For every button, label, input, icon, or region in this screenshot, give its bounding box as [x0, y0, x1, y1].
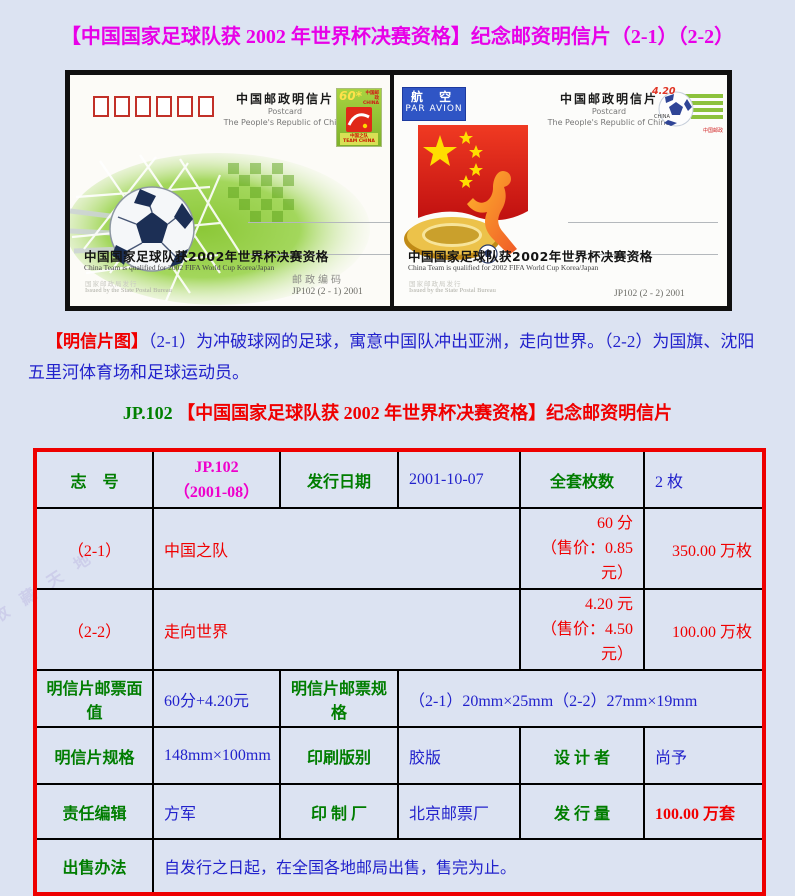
section-title: JP.102 【中国国家足球队获 2002 年世界杯决赛资格】纪念邮资明信片	[0, 399, 795, 425]
issuer-cn: 国家邮政局发行	[409, 280, 462, 288]
cell-item-quantity: 100.00 万枚	[643, 588, 765, 671]
postcard-image: 中国邮政明信片 Postcard The People's Republic o…	[65, 70, 732, 311]
section-title-text: 【中国国家足球队获 2002 年世界杯决赛资格】纪念邮资明信片	[177, 403, 673, 423]
team-logo-icon	[346, 107, 372, 132]
postcard-serial: JP102 (2 - 1) 2001	[292, 287, 363, 297]
postcard-subheader: The People's Republic of China	[223, 118, 347, 127]
postal-code-box	[198, 96, 214, 117]
stamp-team-label: 中国之队 TEAM CHINA	[340, 133, 378, 145]
postcard-2-1: 中国邮政明信片 Postcard The People's Republic o…	[70, 75, 390, 306]
stamp-country: CHINA	[654, 114, 670, 120]
cell-face-value: 60分+4.20元	[152, 669, 281, 728]
cell-editor: 方军	[152, 783, 281, 840]
cell-issue-date: 2001-10-07	[397, 449, 521, 509]
cell-stamp-size-label: 明信片邮票规格	[279, 669, 399, 728]
stamp-60fen-icon: 60* 中国邮政 CHINA 中国之队 TEAM CHINA	[336, 88, 382, 147]
address-line	[248, 254, 390, 255]
table-row: （2-2） 走向世界 4.20 元 （售价：4.50 元） 100.00 万枚	[34, 588, 765, 671]
table-row: 出售办法 自发行之日起，在全国各地邮局出售，售完为止。	[34, 838, 765, 895]
cell-set-count: 2 枚	[643, 449, 765, 509]
issuer-en: Issued by the State Postal Bureau	[85, 287, 172, 294]
cell-face-value-label: 明信片邮票面值	[34, 669, 154, 728]
stamp-brand: 中国邮政 CHINA	[363, 91, 379, 106]
cell-stamp-size: （2-1）20mm×25mm（2-2）27mm×19mm	[397, 669, 765, 728]
cell-sale-method-label: 出售办法	[34, 838, 154, 895]
cell-issue-number: JP.102 （2001-08）	[152, 449, 281, 509]
cell-item-no: （2-2）	[34, 588, 154, 671]
postcode-label: 邮政编码	[292, 275, 344, 286]
table-row: 志 号 JP.102 （2001-08） 发行日期 2001-10-07 全套枚…	[34, 449, 765, 509]
cell-printer: 北京邮票厂	[397, 783, 521, 840]
cell-item-name: 中国之队	[152, 507, 521, 590]
address-line	[568, 222, 718, 223]
postcard-header: 中国邮政明信片	[235, 92, 334, 106]
postcard-title-en: China Team is qualified for 2002 FIFA Wo…	[84, 263, 275, 272]
description-paragraph: 【明信片图】（2-1）为冲破球网的足球，寓意中国队冲出亚洲，走向世界。（2-2）…	[28, 326, 770, 388]
issuer-cn: 国家邮政局发行	[85, 280, 138, 288]
cell-card-size-label: 明信片规格	[34, 726, 154, 785]
table-row: 责任编辑 方军 印 制 厂 北京邮票厂 发 行 量 100.00 万套	[34, 783, 765, 840]
soccer-ball-icon	[109, 186, 195, 272]
checker-pattern	[228, 163, 294, 222]
postcard-header: 中国邮政明信片	[559, 92, 658, 106]
postal-code-boxes	[93, 96, 214, 117]
postal-code-box	[177, 96, 193, 117]
postcard-subheader: Postcard	[591, 107, 627, 116]
cell-designer: 尚予	[643, 726, 765, 785]
postcard-subheader: Postcard	[267, 107, 303, 116]
cell-sale-method: 自发行之日起，在全国各地邮局出售，售完为止。	[152, 838, 765, 895]
cell-item-price: 4.20 元 （售价：4.50 元）	[519, 588, 645, 671]
address-line	[568, 254, 718, 255]
table-row: 明信片邮票面值 60分+4.20元 明信片邮票规格 （2-1）20mm×25mm…	[34, 669, 765, 728]
catalog-code: JP.102	[122, 403, 173, 423]
postal-code-box	[156, 96, 172, 117]
description-body: （2-1）为冲破球网的足球，寓意中国队冲出亚洲，走向世界。（2-2）为国旗、沈阳…	[28, 332, 755, 382]
cell-item-quantity: 350.00 万枚	[643, 507, 765, 590]
table-row: 明信片规格 148mm×100mm 印刷版别 胶版 设 计 者 尚予	[34, 726, 765, 785]
postal-code-box	[93, 96, 109, 117]
cell-circulation-label: 发 行 量	[519, 783, 645, 840]
cell-issue-number-label: 志 号	[34, 449, 154, 509]
flag-stadium-player-art	[404, 125, 528, 264]
stamp-denomination: 60*	[339, 89, 362, 103]
stadium-icon	[404, 217, 500, 260]
postcard-title-cn: 中国国家足球队获2002年世界杯决赛资格	[408, 249, 653, 264]
stamp-info-table: 志 号 JP.102 （2001-08） 发行日期 2001-10-07 全套枚…	[33, 448, 766, 896]
player-silhouette-icon	[467, 171, 517, 255]
postcard-title-cn: 中国国家足球队获2002年世界杯决赛资格	[84, 249, 329, 264]
postal-code-box	[135, 96, 151, 117]
stamp-brand: 中国邮政	[702, 128, 723, 134]
cell-editor-label: 责任编辑	[34, 783, 154, 840]
postal-code-box	[114, 96, 130, 117]
cell-printing-label: 印刷版别	[279, 726, 399, 785]
description-label: 【明信片图】	[46, 332, 148, 351]
cell-designer-label: 设 计 者	[519, 726, 645, 785]
table-row: （2-1） 中国之队 60 分 （售价：0.85 元） 350.00 万枚	[34, 507, 765, 590]
cell-item-name: 走向世界	[152, 588, 521, 671]
cell-item-no: （2-1）	[34, 507, 154, 590]
stamp-denomination: 4.20	[652, 86, 676, 97]
cell-card-size: 148mm×100mm	[152, 726, 281, 785]
address-line	[248, 222, 390, 223]
postcard-subheader: The People's Republic of China	[547, 118, 671, 127]
card-divider	[390, 75, 394, 306]
cell-set-count-label: 全套枚数	[519, 449, 645, 509]
cell-item-price: 60 分 （售价：0.85 元）	[519, 507, 645, 590]
issuer-en: Issued by the State Postal Bureau	[409, 287, 496, 294]
postcard-2-2: 航 空 PAR AVION 中国邮政明信片 Postcard The Peopl…	[394, 75, 727, 306]
cell-printer-label: 印 制 厂	[279, 783, 399, 840]
stamp-420yuan-icon: 4.20 CHINA 中国邮政	[651, 86, 723, 135]
page-title: 【中国国家足球队获 2002 年世界杯决赛资格】纪念邮资明信片（2-1）（2-2…	[60, 26, 735, 48]
airmail-label: 航 空 PAR AVION	[402, 87, 466, 121]
cell-printing: 胶版	[397, 726, 521, 785]
cell-issue-date-label: 发行日期	[279, 449, 399, 509]
postcard-title-en: China Team is qualified for 2002 FIFA Wo…	[408, 263, 599, 272]
soccer-ball-net-art	[70, 153, 370, 305]
postcard-serial: JP102 (2 - 2) 2001	[614, 289, 685, 299]
cell-circulation: 100.00 万套	[643, 783, 765, 840]
